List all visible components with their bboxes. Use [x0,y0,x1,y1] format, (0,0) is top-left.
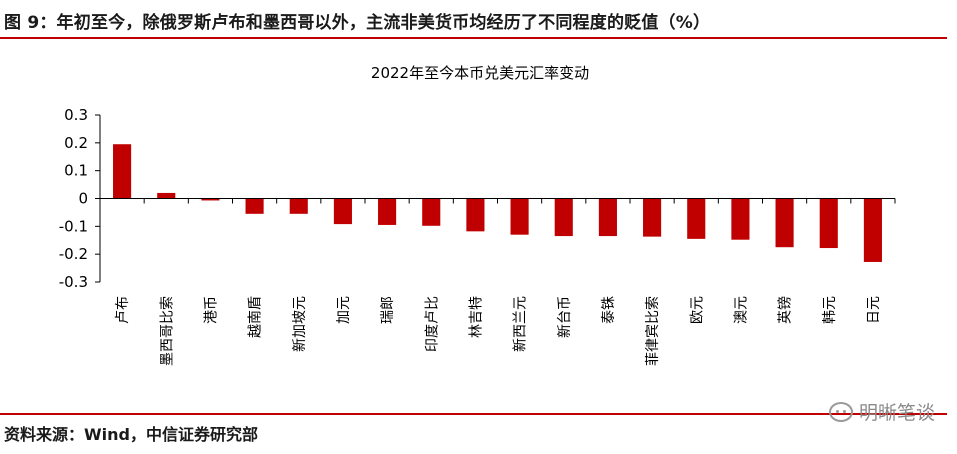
x-tick-label: 菲律宾比索 [644,296,661,366]
watermark: 明晰笔谈 [828,398,935,425]
x-tick-label: 加元 [336,296,352,324]
bar-16 [819,198,838,249]
y-tick-label: -0.3 [59,273,88,291]
bar-15 [775,198,794,248]
bar-7 [422,198,441,226]
bar-9 [510,198,529,235]
x-tick-label: 新西兰元 [513,296,529,352]
x-tick-label: 林吉特 [468,296,484,338]
bar-10 [554,198,573,237]
bar-12 [643,198,662,237]
y-tick-label: -0.1 [59,217,88,235]
y-tick-label: 0 [78,190,88,208]
x-tick-label: 印度卢比 [424,296,440,352]
bar-chart: 2022年至今本币兑美元汇率变动 0.30.20.10-0.1-0.2-0.3 … [59,64,896,366]
bar-11 [598,198,617,237]
bar-0 [113,144,132,199]
bar-4 [289,198,308,214]
bar-14 [731,198,750,240]
x-tick-label: 澳元 [733,296,749,324]
x-axis: 卢布 墨西哥比索 港币 越南盾 新加坡元 加元 瑞郎 印度卢比 林吉特 新西兰元 新台币 泰铢 菲律宾比… [99,198,896,366]
x-tick-label: 卢布 [115,296,131,324]
bar-17 [863,198,882,262]
y-axis: 0.3 0.2 0.1 0 -0.1 -0.2 -0.3 [59,106,101,291]
y-tick-label: 0.2 [64,134,88,152]
y-tick-label: 0.1 [64,162,88,180]
bar-8 [466,198,485,232]
bar-2 [201,198,220,201]
bottom-rule [0,413,947,415]
source-note: 资料来源：Wind，中信证券研究部 [4,425,258,444]
x-tick-label: 日元 [866,296,882,324]
top-rule [0,37,947,39]
chart-title: 2022年至今本币兑美元汇率变动 [371,64,589,82]
x-tick-label: 瑞郎 [380,296,396,324]
y-tick-label: -0.2 [59,245,88,263]
x-tick-label: 越南盾 [248,296,264,338]
bar-13 [687,198,706,239]
x-tick-label: 港币 [203,296,219,324]
bars [113,144,882,262]
x-tick-label: 新加坡元 [292,296,308,352]
bar-3 [245,198,264,214]
bar-1 [157,192,176,199]
x-tick-label: 欧元 [689,296,705,324]
y-tick-label: 0.3 [64,106,88,124]
x-tick-label: 韩元 [822,296,838,324]
figure-title: 图 9：年初至今，除俄罗斯卢布和墨西哥以外，主流非美货币均经历了不同程度的贬值（… [4,13,711,33]
bar-6 [378,198,397,225]
x-tick-label: 墨西哥比索 [158,296,175,366]
x-tick-label: 新台币 [557,296,573,338]
bar-5 [333,198,352,225]
watermark-text: 明晰笔谈 [858,402,935,424]
wechat-icon [828,401,853,422]
x-tick-label: 英镑 [777,296,794,324]
x-tick-label: 泰铢 [601,296,617,324]
